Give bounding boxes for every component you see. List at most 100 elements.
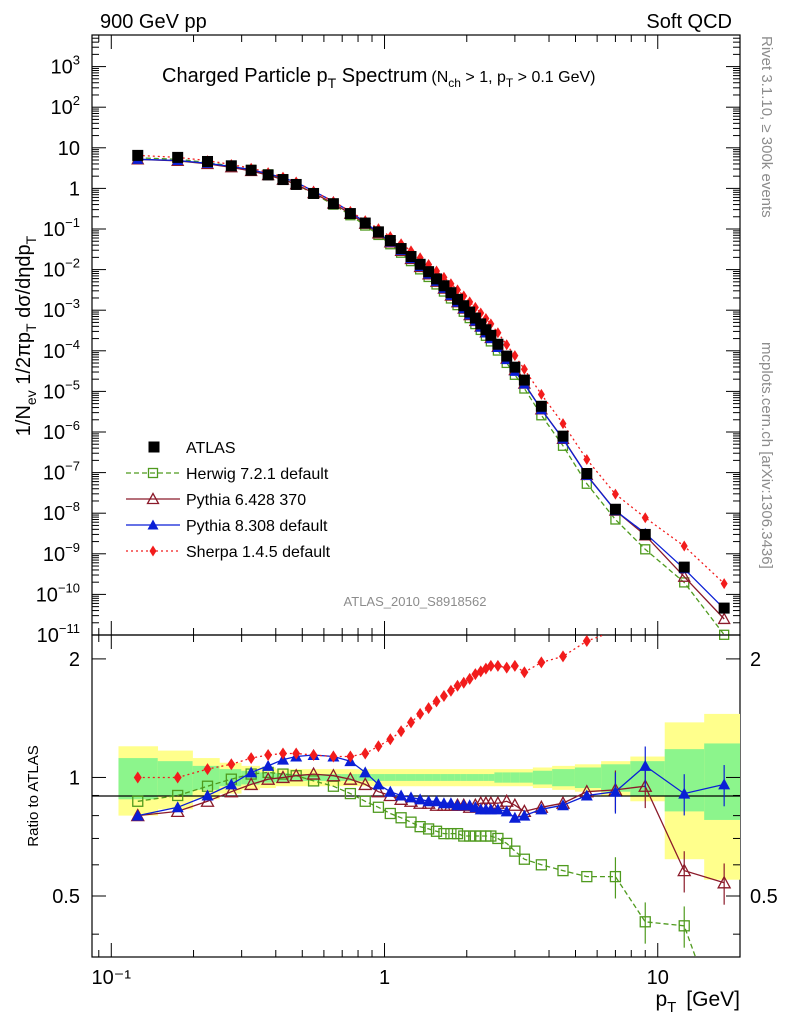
ratio-series-marker (404, 791, 417, 803)
data-point-atlas (509, 361, 521, 373)
ratio-series-marker (493, 659, 502, 672)
ratio-series-marker (309, 749, 318, 762)
data-point-atlas (609, 503, 621, 515)
y-axis-label-part: dσ/dηdp (13, 244, 35, 323)
upper-series-marker (677, 569, 691, 582)
data-point-atlas (438, 280, 450, 292)
upper-series-marker (640, 544, 651, 555)
ratio-series-marker (306, 766, 321, 780)
ratio-series-marker (289, 768, 304, 782)
upper-y-tick-base: 10 (43, 260, 65, 282)
ratio-y-tick-label: 1 (69, 767, 80, 789)
data-point-atlas (172, 151, 184, 163)
upper-series-marker (641, 512, 649, 524)
data-point-atlas (718, 602, 730, 614)
ratio-series-marker (609, 785, 622, 797)
ratio-band-inner (478, 774, 484, 781)
ratio-series-marker (292, 747, 301, 760)
upper-y-tick-exp: −9 (65, 540, 80, 555)
data-point-atlas (464, 306, 476, 318)
ratio-series-marker (344, 787, 357, 800)
header-left: 900 GeV pp (100, 11, 207, 33)
upper-series-marker (583, 453, 591, 465)
ratio-series-marker (277, 768, 289, 780)
ratio-band-inner (460, 774, 468, 781)
upper-y-tick-base: 10 (43, 503, 65, 525)
ratio-series-marker (275, 770, 291, 784)
upper-y-tick-base: 10 (43, 381, 65, 403)
ratio-series-marker (558, 650, 567, 663)
data-point-atlas (518, 374, 530, 386)
upper-y-tick-label: 103 (51, 53, 80, 79)
upper-series-marker (503, 339, 511, 351)
upper-series-marker (440, 271, 448, 283)
y-axis-label-part: 1/2πp (13, 332, 35, 390)
y-axis-label: 1/Nev 1/2πpT dσ/dηdpT (13, 235, 39, 436)
data-point-atlas (485, 329, 497, 341)
ratio-series-marker (358, 777, 373, 791)
ratio-series-marker (430, 795, 443, 807)
legend-marker (148, 441, 160, 453)
upper-y-tick-base: 10 (43, 341, 65, 363)
plot-cut-open: (N (431, 69, 448, 86)
upper-y-tick-label: 10−4 (43, 337, 80, 363)
upper-y-tick-exp: −2 (65, 256, 80, 271)
ratio-series-marker (201, 789, 214, 801)
ratio-band-inner (289, 774, 306, 781)
upper-series-marker (680, 540, 688, 552)
ratio-series-marker (372, 778, 385, 790)
ratio-band-inner (384, 774, 397, 781)
ratio-series-marker (414, 821, 426, 833)
ratio-series-marker (262, 759, 275, 771)
legend-item: Herwig 7.2.1 default (126, 466, 329, 483)
ratio-series-marker (384, 785, 397, 797)
ratio-series-marker (518, 809, 531, 821)
ratio-series-marker (422, 795, 435, 807)
data-point-atlas (359, 217, 371, 229)
upper-y-tick-base: 10 (43, 300, 65, 322)
ratio-series-marker (464, 830, 476, 842)
data-point-atlas (431, 273, 443, 285)
plot-cut-rest: > 0.1 GeV) (513, 69, 595, 86)
legend: ATLAS Herwig 7.2.1 default Pythia 6.428 37… (126, 440, 331, 561)
ratio-series-marker (491, 803, 504, 815)
upper-y-tick-label: 10−5 (43, 377, 80, 403)
upper-y-tick-exp: −11 (59, 621, 80, 636)
upper-y-tick-base: 10 (43, 422, 65, 444)
ratio-series-marker (465, 672, 474, 685)
ratio-series-marker (430, 825, 443, 837)
legend-label: Pythia 8.308 default (186, 518, 328, 535)
ratio-series-marker (200, 793, 215, 807)
data-point-atlas (132, 149, 144, 161)
ratio-series-marker (678, 787, 691, 799)
ratio-series-marker (717, 875, 732, 889)
ratio-series-marker (609, 870, 622, 883)
upper-series-marker (720, 578, 728, 590)
upper-axes: 10310210110−110−210−310−410−510−610−710−… (36, 34, 741, 647)
ratio-series-marker (245, 766, 258, 778)
data-point-atlas (202, 155, 214, 167)
data-point-atlas (557, 430, 569, 442)
plot-title-rest: Spectrum (336, 65, 427, 87)
legend-label: Sherpa 1.4.5 default (186, 544, 331, 561)
upper-y-tick-base: 10 (51, 97, 73, 119)
ratio-band-inner (304, 774, 324, 781)
ratio-series-marker (395, 789, 408, 801)
ratio-series-marker (459, 676, 468, 689)
ratio-y-tick-label: 0.5 (52, 886, 80, 908)
ratio-series-marker (445, 827, 457, 840)
ratio-series-marker (307, 775, 320, 787)
ratio-series-marker (537, 656, 546, 669)
data-point-atlas (327, 198, 339, 210)
ratio-series-marker (508, 811, 521, 823)
ratio-series-marker (444, 797, 457, 809)
ratio-series-marker (582, 635, 591, 648)
ratio-band-inner (483, 774, 489, 781)
upper-y-tick-label: 10−6 (43, 418, 80, 444)
upper-y-tick-base: 10 (58, 138, 80, 160)
data-point-atlas (492, 338, 504, 350)
ratio-band-inner (371, 774, 385, 781)
ratio-series-marker (326, 768, 341, 782)
plot-title: Charged Particle pT Spectrum (Nch > 1, pT… (162, 65, 595, 91)
upper-series-line (137, 158, 725, 610)
